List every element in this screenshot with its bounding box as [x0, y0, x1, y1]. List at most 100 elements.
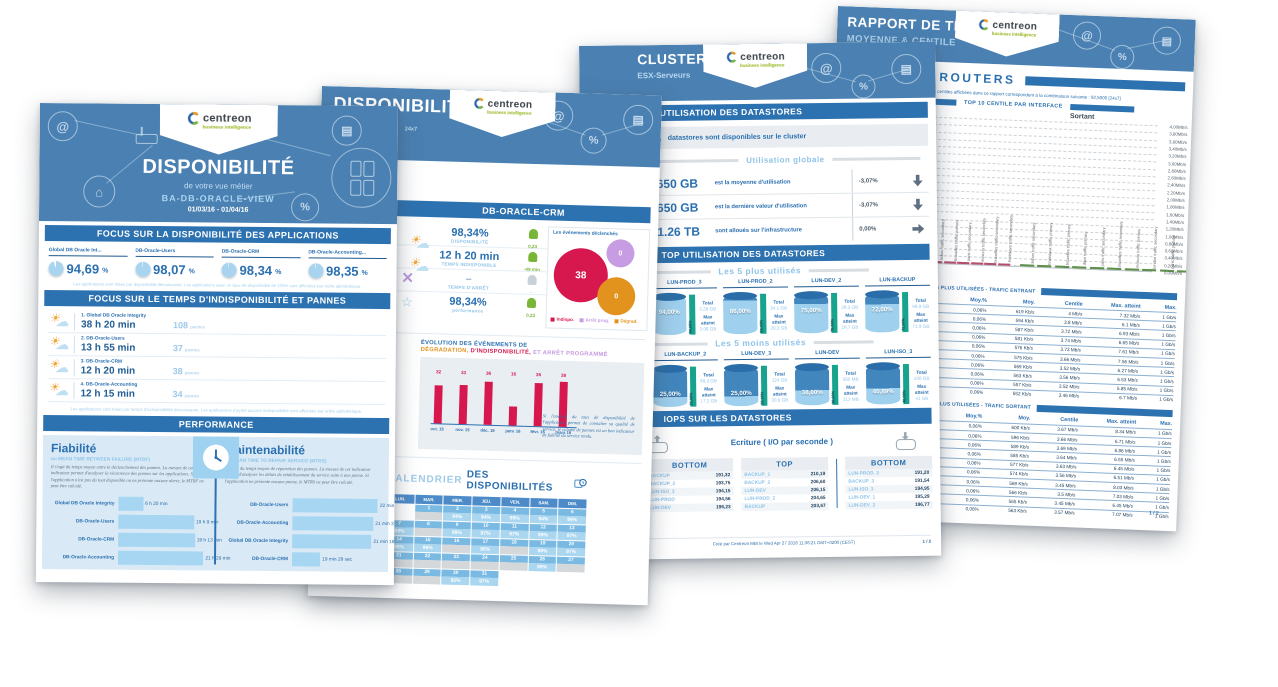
brand-name: centreon — [202, 112, 252, 125]
brand-tagline: business intelligence — [202, 125, 252, 131]
y-tick-label: 1,40Mb/s — [1165, 219, 1185, 225]
server-icon: ▤ — [331, 115, 362, 146]
calendar-cell: 20 97% — [557, 541, 586, 557]
section-db-oracle-crm: DB-ORACLE-CRM — [396, 200, 651, 224]
bell-up-icon — [528, 228, 538, 239]
iops-table-top: TOP BACKUP_1 210,19 BACKUP_2 206,60 LUN-DE… — [741, 456, 829, 512]
day-availability: 96% — [528, 547, 557, 557]
calendar-cell: 30 95% — [441, 569, 470, 586]
sortant-bar: paris traffic secondary — [1089, 227, 1106, 270]
usage-bar: 25,00% — [689, 366, 697, 407]
y-tick-label: 4,00Mb/s — [1169, 124, 1188, 131]
usage-bar: 38,00% — [831, 364, 839, 405]
day-availability: 97% — [557, 548, 586, 557]
y-tick-label: 2,40Mb/s — [1167, 182, 1186, 189]
calendar-cell: 3 94% — [472, 506, 501, 523]
mtbf-bar — [118, 532, 195, 548]
bar-value: 36 — [485, 371, 492, 377]
bubble-degrad: 0 — [596, 276, 636, 316]
failure-count: 34 — [172, 388, 183, 399]
interface-label: bruxelles traffic primary — [952, 219, 959, 261]
day-availability: 95% — [471, 545, 500, 555]
mtrs-bar — [292, 498, 378, 513]
calendar-cell: 8 — [414, 521, 443, 537]
page-title: CLUSTER — [637, 50, 707, 68]
y-tick-label: 0,00Mb/s — [1163, 270, 1183, 276]
datastore-card: LUN-DEV_2 75,00% 75,00% Total 38.3 GB Ma… — [793, 277, 860, 334]
cylinder-gauge: 40,89% — [865, 362, 901, 405]
usage-bar: 75,00% — [830, 292, 838, 333]
cylinder-gauge: 75,00% — [794, 291, 829, 334]
sortant-bar: dijon traffic primary — [1072, 232, 1088, 269]
most-used-title: Les 5 plus utilisés — [718, 265, 802, 277]
mtbf-bar — [118, 496, 144, 511]
y-tick-label: 0,40Mb/s — [1164, 255, 1183, 262]
datastore-card: LUN-PROD_3 94,00% 94,00% Total 3.26 GB M… — [651, 279, 718, 336]
x-axis-label: nov. 15 — [455, 427, 470, 433]
business-view-name: BA-DB-ORACLE-VIEW — [161, 193, 275, 205]
day-availability: 94% — [472, 513, 500, 523]
cylinder-gauge: 25,00% — [723, 364, 759, 407]
mtbf-bar-row: DB-Oracle-Users 19 h 9 min — [50, 512, 218, 531]
event-bar-column: 33 — [456, 366, 471, 425]
bar-value: 33 — [460, 370, 467, 376]
bell-up-icon — [526, 297, 536, 308]
calendar-cell: 11 97% — [500, 523, 529, 540]
evolution-chart: 32 33 36 — [417, 357, 645, 456]
availability-stat: Global DB Oracle Int... 94,69 % — [48, 247, 128, 277]
least-used-title: Les 5 moins utilisés — [715, 337, 807, 349]
brand-name: centreon — [740, 50, 786, 63]
pie-icon — [134, 261, 151, 277]
interface-label: bruxelles traffic primary — [1064, 223, 1071, 266]
calendar-cell: 5 94% — [529, 508, 558, 525]
availability-value: 98,35 — [325, 263, 359, 279]
interface-label: bratislava traffic secondary — [1006, 215, 1014, 263]
usage-bar: 40,89% — [902, 363, 910, 405]
calendar-cell: 25 — [499, 555, 528, 572]
x-axis-label: oct. 15 — [430, 426, 444, 432]
usage-bar: 72,00% — [901, 291, 909, 333]
event-bar-column: 16 — [506, 368, 521, 426]
interface-label: moscou traffic secondary — [979, 217, 986, 262]
sortant-bar: bruxelles traffic primary — [1054, 224, 1071, 269]
weekday-header: MAR. — [415, 495, 444, 505]
calendar-cell: 23 — [441, 553, 471, 570]
arrow-right-icon — [912, 223, 924, 233]
stat-row: 650 GB est la dernière valeur d'utilisat… — [656, 192, 930, 221]
event-bar — [483, 381, 493, 426]
bell-neutral-icon — [527, 274, 537, 285]
pie-icon — [48, 261, 64, 277]
day-availability — [412, 576, 441, 585]
chart-title: TOP 10 CENTILE PAR INTERFACE — [963, 99, 1063, 110]
datastore-name: LUN-PROD_2 — [722, 278, 788, 289]
bar-value: 16 — [510, 371, 517, 377]
calendar-cell: 12 98% — [528, 524, 558, 541]
pie-icon — [221, 262, 237, 278]
datastore-name: LUN-ISO_3 — [865, 348, 931, 359]
y-tick-label: 3,20Mb/s — [1168, 153, 1187, 160]
page-subtitle: de votre vue métier — [183, 181, 253, 191]
sun-cloud-icon: ☀ ☁ — [48, 357, 69, 376]
y-tick-label: 3,00Mb/s — [1168, 160, 1187, 167]
table-row: LUN-DEV_2 196,77 — [845, 500, 933, 510]
downtime-row: ☀ ☁ 1. Global DB Oracle Integrity 38 h 20… — [47, 310, 387, 337]
usage-bar: 25,00% — [760, 365, 768, 406]
cylinder-gauge: 72,00% — [865, 290, 900, 333]
centreon-logo-ribbon: centreon business intelligence — [703, 43, 808, 88]
page-number: 1 / 2 — [1148, 510, 1159, 517]
datastore-name: LUN-DEV — [794, 349, 860, 360]
bar-value: 36 — [535, 372, 542, 378]
day-availability — [499, 562, 528, 572]
percent-icon: % — [851, 74, 876, 99]
legend-swatch — [614, 319, 619, 324]
calendar-cell: 24 — [470, 554, 499, 571]
mtrs-bar-row: DB-Oracle-Users 22 min 34 sec — [224, 496, 398, 515]
table-row: BACKUP 203,67 — [741, 501, 829, 512]
global-stats: 650 GB est la moyenne d'utilisation -3,0… — [656, 168, 930, 243]
entrant-bar: moscou traffic secondary — [970, 217, 986, 265]
day-availability: 99% — [500, 514, 529, 524]
kpi-disponibilite: ☀ ☁ 98,34% DISPONIBILITÉ 0,23 — [395, 222, 549, 251]
day-availability — [470, 561, 499, 571]
event-bar — [433, 385, 443, 424]
y-tick-label: 2,80Mb/s — [1167, 168, 1187, 174]
